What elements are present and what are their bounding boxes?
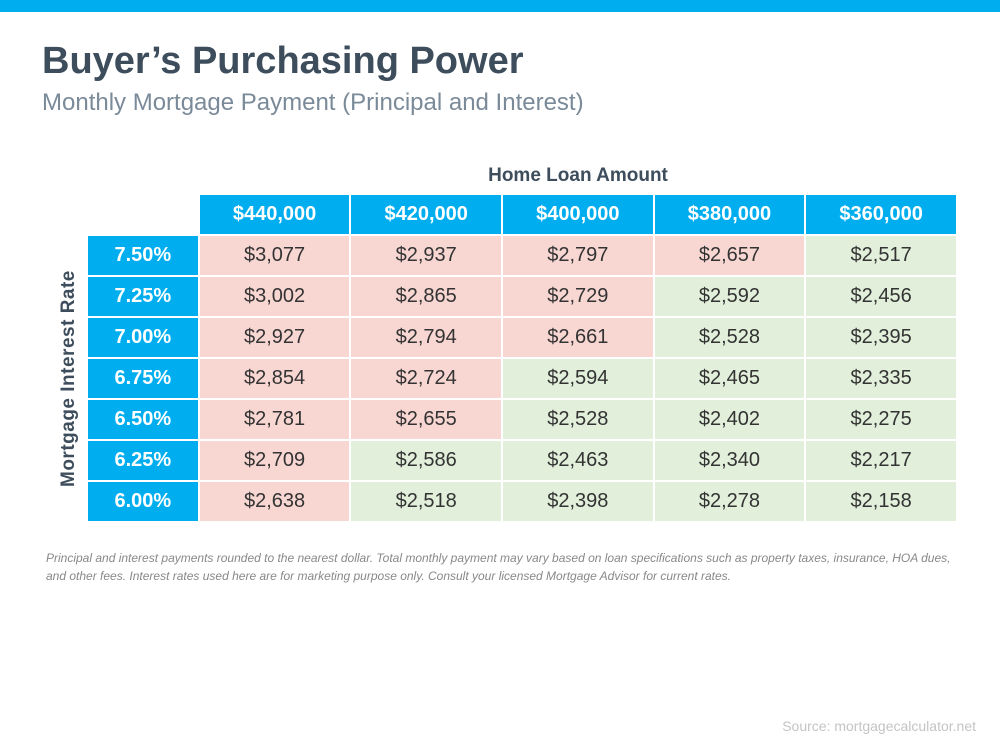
col-header: $400,000	[503, 195, 653, 234]
payment-cell: $2,340	[655, 441, 805, 480]
table-body: 7.50%$3,077$2,937$2,797$2,657$2,5177.25%…	[88, 236, 956, 521]
payment-cell: $2,335	[806, 359, 956, 398]
table-row: 7.50%$3,077$2,937$2,797$2,657$2,517	[88, 236, 956, 275]
payment-cell: $2,592	[655, 277, 805, 316]
payment-cell: $2,854	[200, 359, 350, 398]
table-row: 6.75%$2,854$2,724$2,594$2,465$2,335	[88, 359, 956, 398]
payment-cell: $2,463	[503, 441, 653, 480]
row-header: 7.25%	[88, 277, 198, 316]
table-header-row: $440,000 $420,000 $400,000 $380,000 $360…	[88, 195, 956, 234]
payment-cell: $2,217	[806, 441, 956, 480]
table-row: 6.00%$2,638$2,518$2,398$2,278$2,158	[88, 482, 956, 521]
x-axis-label: Home Loan Amount	[198, 165, 958, 187]
payment-cell: $2,517	[806, 236, 956, 275]
payment-cell: $2,797	[503, 236, 653, 275]
content-area: Buyer’s Purchasing Power Monthly Mortgag…	[0, 12, 1000, 585]
payment-cell: $2,594	[503, 359, 653, 398]
row-header: 6.50%	[88, 400, 198, 439]
payment-cell: $2,275	[806, 400, 956, 439]
page-title: Buyer’s Purchasing Power	[42, 40, 958, 83]
source-attribution: Source: mortgagecalculator.net	[782, 718, 976, 734]
payment-cell: $2,398	[503, 482, 653, 521]
payment-cell: $2,158	[806, 482, 956, 521]
table-row: 6.50%$2,781$2,655$2,528$2,402$2,275	[88, 400, 956, 439]
row-header: 6.75%	[88, 359, 198, 398]
footnote: Principal and interest payments rounded …	[42, 549, 958, 585]
payment-cell: $3,077	[200, 236, 350, 275]
y-axis-label: Mortgage Interest Rate	[52, 235, 86, 523]
row-header: 6.25%	[88, 441, 198, 480]
payment-cell: $2,729	[503, 277, 653, 316]
payment-cell: $2,278	[655, 482, 805, 521]
payment-cell: $2,655	[351, 400, 501, 439]
col-header: $420,000	[351, 195, 501, 234]
payment-cell: $2,586	[351, 441, 501, 480]
payment-cell: $2,724	[351, 359, 501, 398]
payment-cell: $2,794	[351, 318, 501, 357]
col-header: $440,000	[200, 195, 350, 234]
payment-cell: $2,781	[200, 400, 350, 439]
payment-cell: $2,395	[806, 318, 956, 357]
payment-cell: $2,402	[655, 400, 805, 439]
payment-cell: $2,528	[503, 400, 653, 439]
corner-cell	[88, 195, 198, 234]
payment-cell: $2,937	[351, 236, 501, 275]
table-row: 6.25%$2,709$2,586$2,463$2,340$2,217	[88, 441, 956, 480]
payment-cell: $2,865	[351, 277, 501, 316]
payment-cell: $2,638	[200, 482, 350, 521]
grid-area: Home Loan Amount $440,000 $420,000 $400,…	[86, 165, 958, 523]
table-row: 7.00%$2,927$2,794$2,661$2,528$2,395	[88, 318, 956, 357]
table-row: 7.25%$3,002$2,865$2,729$2,592$2,456	[88, 277, 956, 316]
payment-cell: $2,661	[503, 318, 653, 357]
top-accent-bar	[0, 0, 1000, 12]
payment-cell: $2,456	[806, 277, 956, 316]
page-subtitle: Monthly Mortgage Payment (Principal and …	[42, 89, 958, 117]
payment-cell: $2,465	[655, 359, 805, 398]
payment-cell: $2,518	[351, 482, 501, 521]
col-header: $380,000	[655, 195, 805, 234]
payment-cell: $2,709	[200, 441, 350, 480]
payment-cell: $2,657	[655, 236, 805, 275]
table-wrapper: Mortgage Interest Rate Home Loan Amount …	[52, 165, 958, 523]
payment-table: $440,000 $420,000 $400,000 $380,000 $360…	[86, 193, 958, 523]
row-header: 7.50%	[88, 236, 198, 275]
payment-cell: $2,927	[200, 318, 350, 357]
col-header: $360,000	[806, 195, 956, 234]
row-header: 7.00%	[88, 318, 198, 357]
row-header: 6.00%	[88, 482, 198, 521]
payment-cell: $3,002	[200, 277, 350, 316]
payment-cell: $2,528	[655, 318, 805, 357]
